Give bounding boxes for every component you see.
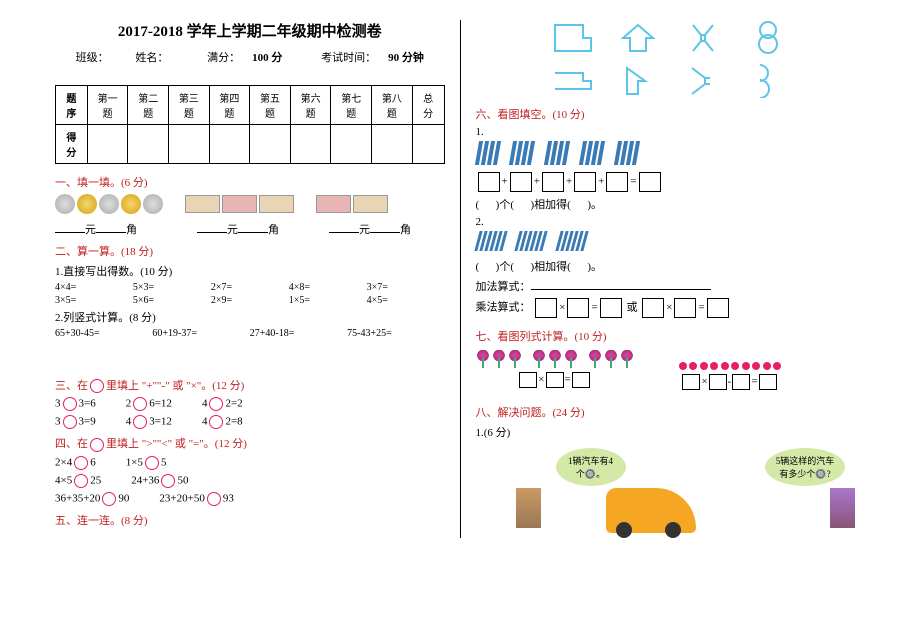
answer-box [732, 374, 750, 390]
score-val: 100 分 [252, 52, 282, 64]
section-4: 四、在里填上 ">""<" 或 "="。(12 分) [55, 435, 445, 451]
shapes-row-1 [476, 20, 866, 55]
circle-icon [209, 415, 223, 429]
answer-box [606, 172, 628, 192]
sub-2-1: 1.直接写出得数。(10 分) [55, 263, 445, 279]
section-6: 六、看图填空。(10 分) [476, 106, 866, 122]
answer-box [572, 372, 590, 388]
coin-icon [55, 194, 75, 214]
answer-box [600, 298, 622, 318]
tally-row-1 [476, 141, 866, 168]
tally-row-2 [476, 231, 866, 254]
answer-box [707, 298, 729, 318]
page-title: 2017-2018 学年上学期二年级期中检测卷 [55, 20, 445, 41]
bill-icon [222, 195, 257, 213]
score-label: 满分： [207, 52, 240, 64]
section-5: 五、连一连。(8 分) [55, 512, 445, 528]
section-3: 三、在里填上 "+""-" 或 "×"。(12 分) [55, 377, 445, 393]
q6-1: 1. [476, 126, 866, 138]
sub-2-2: 2.列竖式计算。(8 分) [55, 309, 445, 325]
answer-box [709, 374, 727, 390]
time-label: 考试时间： [321, 52, 376, 64]
circle-icon [63, 415, 77, 429]
answer-box [567, 298, 589, 318]
car-scene: 1辆汽车有4个🔘。 5辆这样的汽车有多少个🔘? [476, 448, 866, 538]
flower-group-icon [476, 350, 522, 368]
answer-box [510, 172, 532, 192]
answer-box [478, 172, 500, 192]
section-7: 七、看图列式计算。(10 分) [476, 328, 866, 344]
eight-shape-icon [748, 20, 788, 55]
circle-icon [133, 415, 147, 429]
circle-icon [133, 397, 147, 411]
flower-group-icon [588, 350, 634, 368]
half-butterfly-icon [683, 63, 723, 98]
coin-icon [77, 194, 97, 214]
circle-icon [63, 397, 77, 411]
answer-box [535, 298, 557, 318]
answer-box [519, 372, 537, 388]
answer-box [546, 372, 564, 388]
shapes-row-2 [476, 63, 866, 98]
half-arrow-icon [618, 63, 658, 98]
money-row [55, 194, 445, 217]
answer-box [542, 172, 564, 192]
circle-icon [102, 492, 116, 506]
class-label: 班级： [76, 52, 109, 64]
answer-box [674, 298, 696, 318]
bill-icon [259, 195, 294, 213]
time-val: 90 分钟 [388, 52, 424, 64]
coin-icon [121, 194, 141, 214]
answer-box [759, 374, 777, 390]
coin-icon [99, 194, 119, 214]
bill-icon [353, 195, 388, 213]
circle-icon [161, 474, 175, 488]
answer-box [574, 172, 596, 192]
info-line: 班级： 姓名： 满分： 100 分 考试时间： 90 分钟 [55, 49, 445, 65]
circle-icon [209, 397, 223, 411]
score-table: 题序第一题第二题第三题第四题第五题第六题第七题第八题总分 得分 [55, 85, 445, 164]
circle-icon [90, 379, 104, 393]
q6-2: 2. [476, 216, 866, 228]
flower-group-icon [532, 350, 578, 368]
arrow-shape-icon [618, 20, 658, 55]
person-icon [516, 488, 541, 528]
bill-icon [185, 195, 220, 213]
person-icon [830, 488, 855, 528]
half-flag-icon [553, 63, 593, 98]
answer-box [642, 298, 664, 318]
butterfly-shape-icon [683, 20, 723, 55]
circle-icon [90, 438, 104, 452]
section-2: 二、算一算。(18 分) [55, 243, 445, 259]
speech-bubble-2: 5辆这样的汽车有多少个🔘? [765, 448, 845, 486]
car-icon [606, 488, 696, 533]
answer-box [639, 172, 661, 192]
answer-box [682, 374, 700, 390]
speech-bubble-1: 1辆汽车有4个🔘。 [556, 448, 626, 486]
circle-icon [74, 474, 88, 488]
name-label: 姓名： [135, 52, 168, 64]
coin-icon [143, 194, 163, 214]
section-1: 一、填一填。(6 分) [55, 174, 445, 190]
section-8: 八、解决问题。(24 分) [476, 404, 866, 420]
circle-icon [74, 456, 88, 470]
cherry-group-icon [679, 348, 781, 370]
q8-1: 1.(6 分) [476, 424, 866, 440]
circle-icon [145, 456, 159, 470]
flag-shape-icon [553, 20, 593, 55]
half-eight-icon [748, 63, 788, 98]
bill-icon [316, 195, 351, 213]
circle-icon [207, 492, 221, 506]
